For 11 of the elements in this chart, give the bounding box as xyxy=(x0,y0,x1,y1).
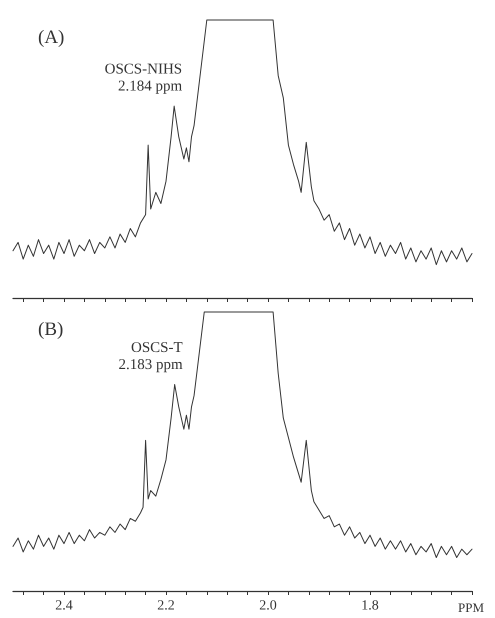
x-tick-label: 2.0 xyxy=(259,598,277,614)
annotation: OSCS-NIHS xyxy=(104,62,182,78)
x-tick-label: 1.8 xyxy=(361,598,379,614)
annotation: (B) xyxy=(38,319,64,340)
annotation: 2.184 ppm xyxy=(118,78,182,95)
annotation: OSCS-T xyxy=(130,340,183,356)
x-tick-label: 2.4 xyxy=(55,598,73,614)
x-axis-title: PPM xyxy=(458,600,484,615)
annotation: 2.183 ppm xyxy=(118,357,183,374)
x-tick-label: 2.2 xyxy=(157,598,175,614)
annotation: (A) xyxy=(38,27,64,48)
